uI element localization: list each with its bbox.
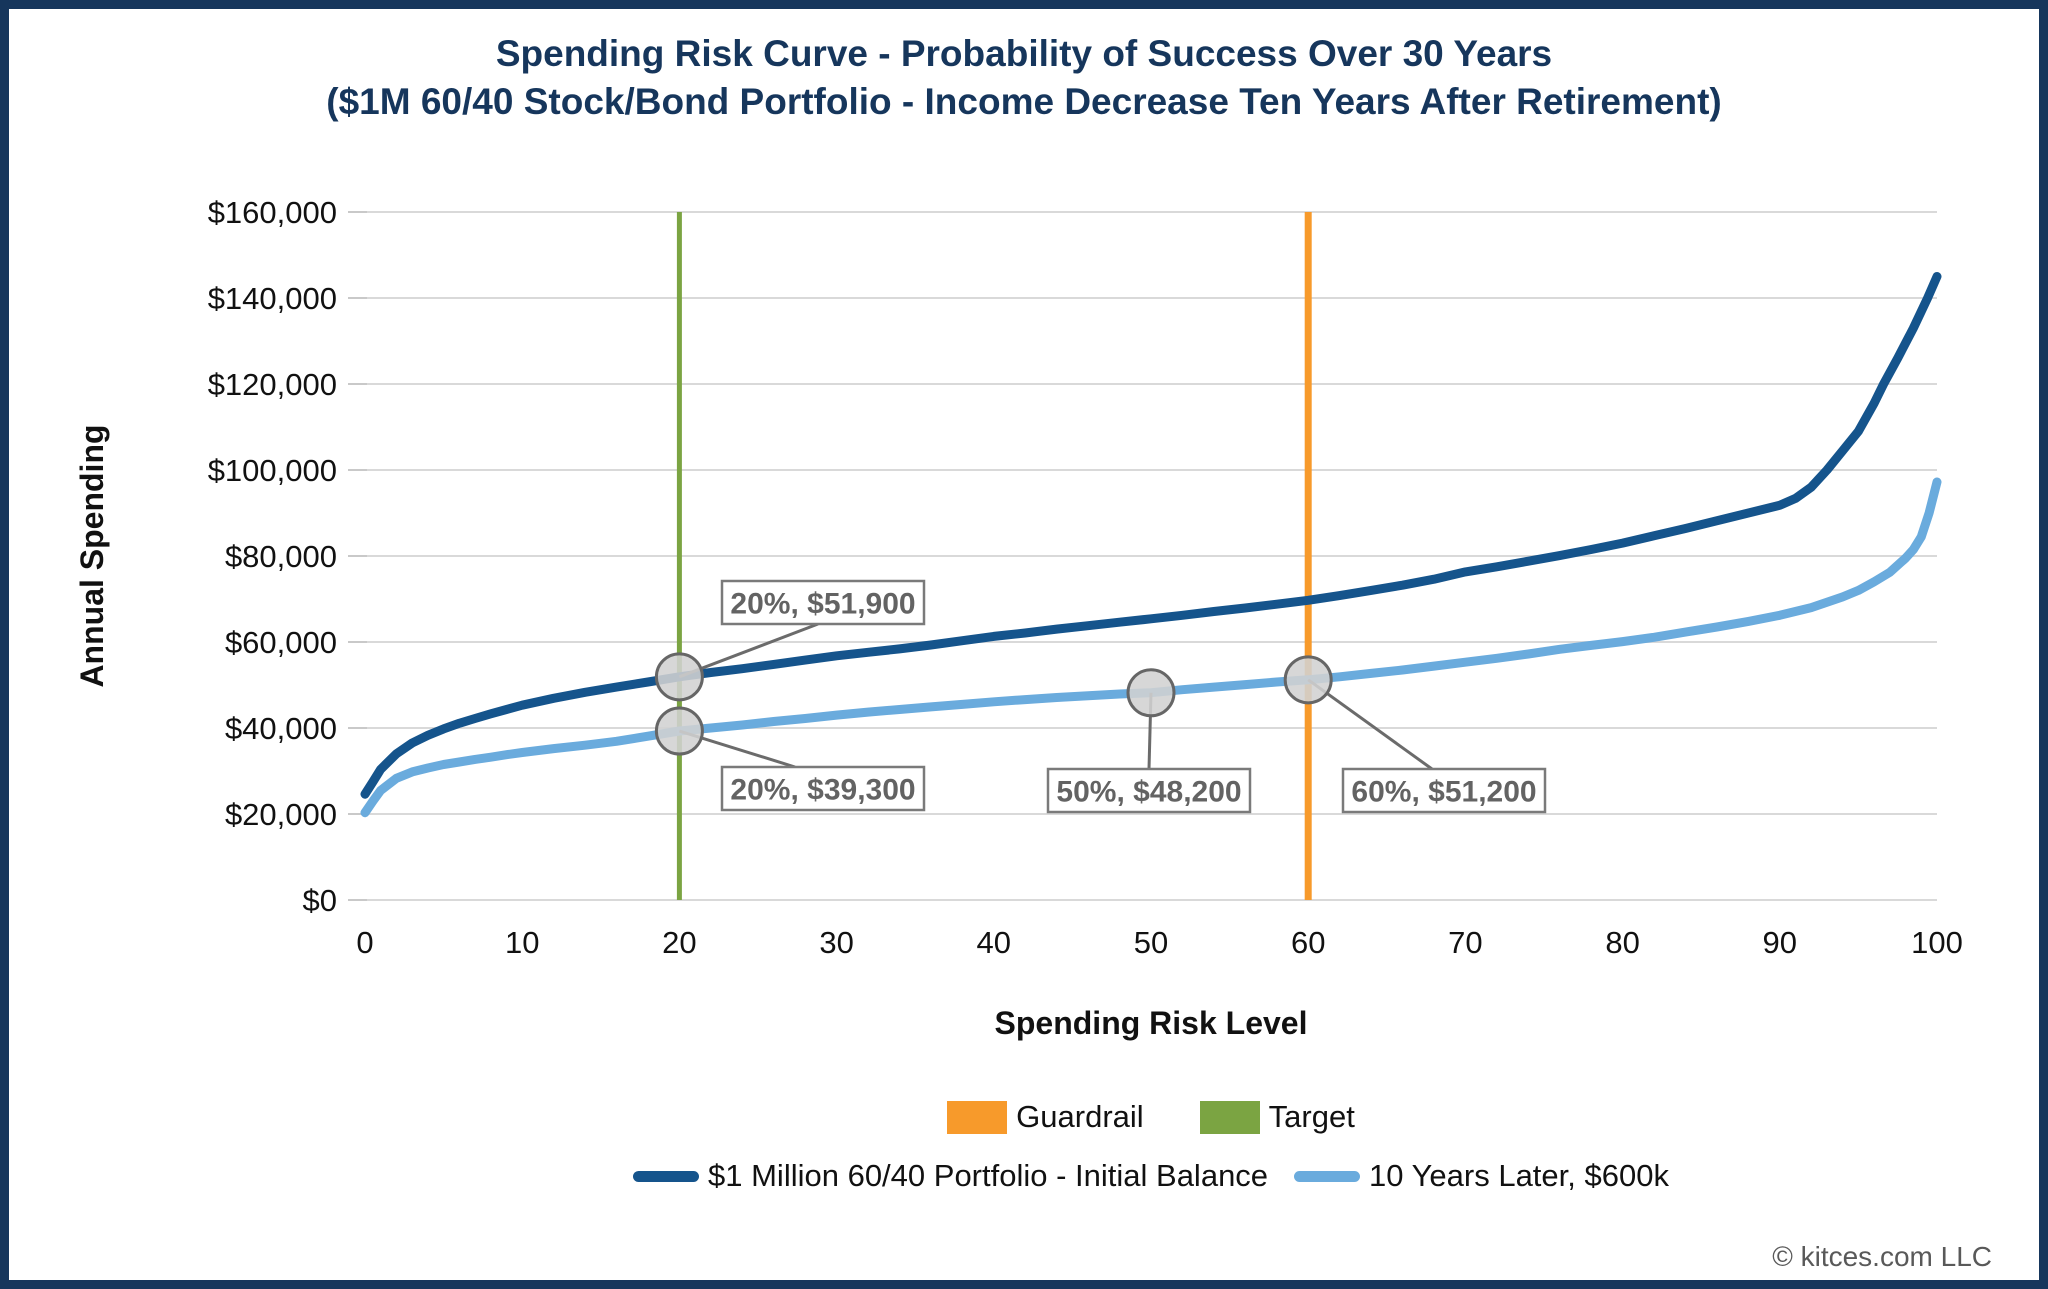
y-tick-label: $100,000 (208, 453, 337, 488)
chart-title: Spending Risk Curve - Probability of Suc… (0, 30, 2048, 126)
legend-label-ten-years-later: 10 Years Later, $600k (1369, 1158, 1669, 1193)
x-tick-label: 60 (1291, 925, 1325, 960)
legend-row-series: $1 Million 60/40 Portfolio - Initial Bal… (365, 1153, 1937, 1199)
annotation-label: 20%, $39,300 (730, 774, 915, 807)
y-tick-label: $0 (303, 883, 337, 918)
annotation-label: 60%, $51,200 (1351, 776, 1536, 809)
chart-title-line2: ($1M 60/40 Stock/Bond Portfolio - Income… (326, 81, 1722, 122)
chart-title-line1: Spending Risk Curve - Probability of Suc… (495, 33, 1553, 74)
ten-years-later-curve (360, 477, 1942, 818)
initial-balance-curve (360, 272, 1942, 799)
ten-years-later-line-swatch (1294, 1170, 1361, 1182)
legend-item-ten-years-later: 10 Years Later, $600k (1294, 1158, 1669, 1194)
guardrail-swatch (947, 1100, 1008, 1134)
x-axis-title: Spending Risk Level (995, 1005, 1308, 1041)
x-tick-label: 40 (977, 925, 1011, 960)
x-tick-label: 100 (1911, 925, 1963, 960)
annotation-label: 20%, $51,900 (730, 588, 915, 621)
data-point-marker (654, 706, 704, 756)
data-point-marker (1126, 668, 1176, 718)
annotation-box (720, 765, 926, 812)
y-tick-label: $20,000 (225, 797, 337, 832)
y-tick-label: $160,000 (208, 195, 337, 230)
x-tick-label: 80 (1605, 925, 1639, 960)
legend-item-guardrail: Guardrail (947, 1099, 1144, 1135)
data-point-marker (654, 652, 704, 702)
x-tick-label: 50 (1134, 925, 1168, 960)
annotation-label: 50%, $48,200 (1056, 776, 1241, 809)
x-tick-label: 90 (1763, 925, 1797, 960)
y-axis-title: Annual Spending (74, 424, 110, 687)
x-tick-label: 10 (505, 925, 539, 960)
annotation-box (1341, 767, 1547, 814)
annotation-callout-line (1307, 678, 1433, 771)
y-tick-label: $140,000 (208, 281, 337, 316)
x-tick-label: 30 (819, 925, 853, 960)
legend-row-vlines: Guardrail Target (365, 1096, 1937, 1138)
annotation-callout-line (678, 622, 819, 679)
x-tick-label: 20 (662, 925, 696, 960)
y-tick-label: $120,000 (208, 367, 337, 402)
legend-label-guardrail: Guardrail (1016, 1099, 1144, 1134)
y-tick-label: $80,000 (225, 539, 337, 574)
legend-item-initial-balance: $1 Million 60/40 Portfolio - Initial Bal… (633, 1158, 1268, 1194)
x-tick-label: 0 (356, 925, 373, 960)
y-tick-label: $40,000 (225, 711, 337, 746)
target-swatch (1199, 1100, 1260, 1134)
legend-item-target: Target (1199, 1099, 1355, 1135)
data-point-marker (1283, 655, 1333, 705)
x-tick-label: 70 (1448, 925, 1482, 960)
annotation-box (720, 579, 926, 626)
legend-label-target: Target (1268, 1099, 1355, 1134)
initial-balance-line-swatch (633, 1170, 700, 1182)
annotation-box (1046, 767, 1252, 814)
legend-label-initial-balance: $1 Million 60/40 Portfolio - Initial Bal… (708, 1158, 1269, 1193)
copyright-notice: © kitces.com LLC (1772, 1241, 1992, 1272)
y-tick-label: $60,000 (225, 625, 337, 660)
